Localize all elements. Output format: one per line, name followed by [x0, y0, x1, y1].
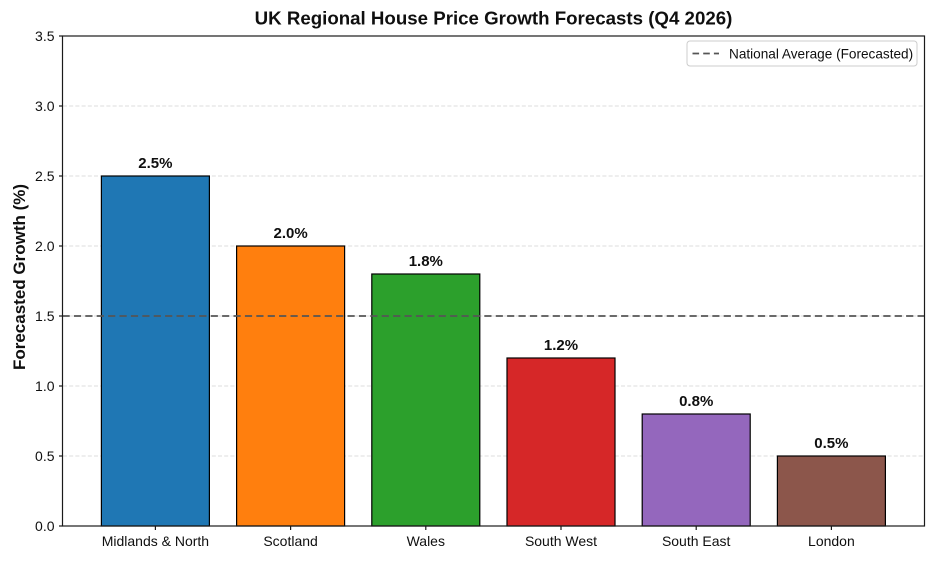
svg-text:UK Regional House Price Growth: UK Regional House Price Growth Forecasts… — [255, 8, 733, 29]
svg-text:South West: South West — [525, 533, 597, 549]
svg-text:1.2%: 1.2% — [544, 337, 578, 354]
svg-text:Midlands & North: Midlands & North — [102, 533, 209, 549]
svg-text:0.5%: 0.5% — [814, 435, 848, 452]
svg-text:2.5%: 2.5% — [138, 155, 172, 172]
svg-text:Forecasted Growth (%): Forecasted Growth (%) — [10, 184, 29, 370]
svg-text:3.0: 3.0 — [35, 98, 55, 114]
svg-text:South East: South East — [662, 533, 731, 549]
svg-text:2.5: 2.5 — [35, 168, 55, 184]
svg-text:London: London — [808, 533, 855, 549]
svg-text:Wales: Wales — [407, 533, 445, 549]
svg-text:2.0: 2.0 — [35, 238, 55, 254]
svg-text:2.0%: 2.0% — [273, 225, 307, 242]
svg-text:Scotland: Scotland — [263, 533, 317, 549]
svg-text:0.5: 0.5 — [35, 448, 55, 464]
svg-text:0.8%: 0.8% — [679, 393, 713, 410]
svg-text:1.8%: 1.8% — [409, 253, 443, 270]
svg-text:0.0: 0.0 — [35, 518, 55, 534]
svg-text:3.5: 3.5 — [35, 28, 55, 44]
svg-text:1.0: 1.0 — [35, 378, 55, 394]
svg-text:1.5: 1.5 — [35, 308, 55, 324]
svg-text:National Average (Forecasted): National Average (Forecasted) — [729, 46, 913, 61]
